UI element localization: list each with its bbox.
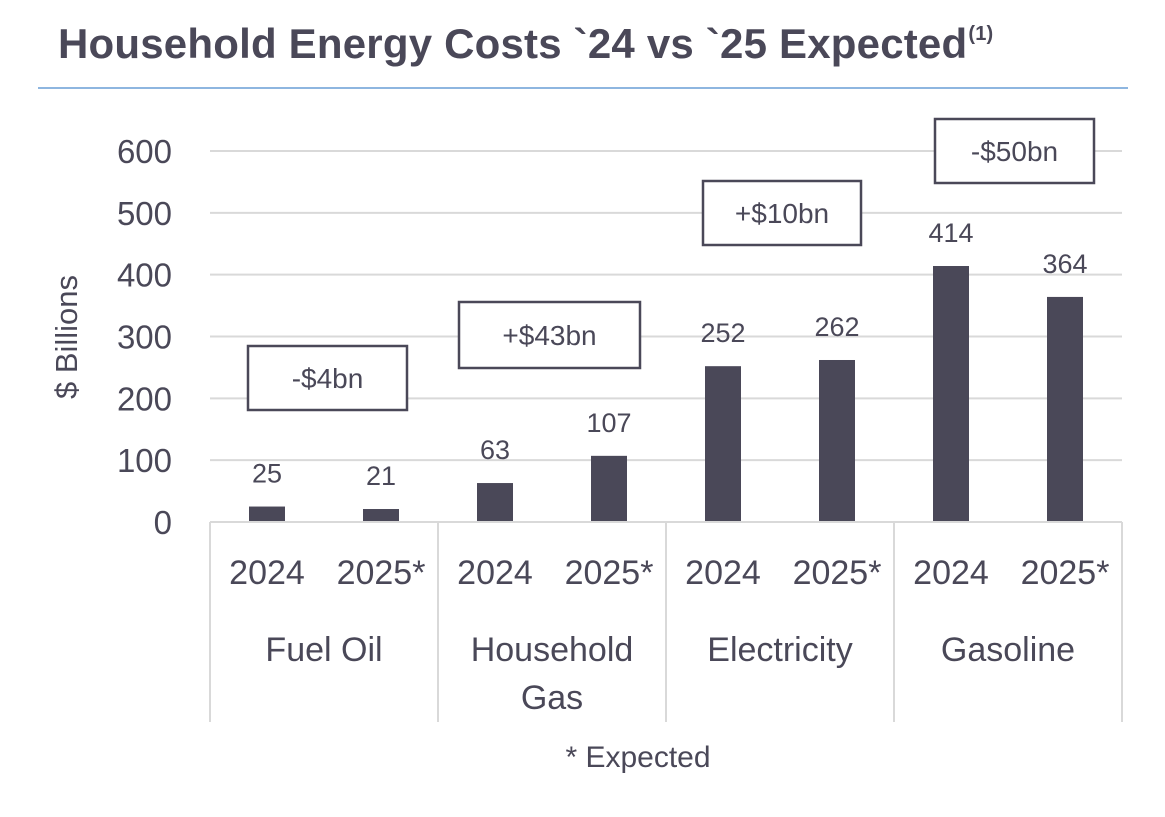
bar-2-1: [819, 359, 855, 522]
chart-title: Household Energy Costs `24 vs `25 Expect…: [58, 20, 993, 68]
y-axis-label: $ Billions: [49, 275, 84, 399]
value-label-3-1: 364: [1042, 249, 1087, 279]
x-tick-label-3-1: 2025*: [1021, 554, 1110, 592]
value-label-2-0: 252: [700, 318, 745, 348]
y-tick-label-600: 600: [117, 133, 172, 170]
delta-annotations: -$4bn +$43bn +$10bn -$50bn: [246, 117, 1096, 412]
y-tick-label-300: 300: [117, 319, 172, 356]
delta-label-2: +$10bn: [735, 198, 829, 229]
bar-3-0: [933, 266, 969, 522]
x-tick-label-3-0: 2024: [913, 554, 989, 592]
bar-1-0: [477, 483, 513, 522]
gridlines: [210, 150, 1122, 462]
bar-1-1: [591, 455, 627, 522]
delta-box-2: [701, 179, 863, 247]
y-tick-label-500: 500: [117, 195, 172, 232]
y-tick-label-400: 400: [117, 257, 172, 294]
value-label-2-1: 262: [814, 312, 859, 342]
title-footnote-marker: (1): [968, 23, 994, 45]
value-label-3-0: 414: [928, 218, 973, 248]
y-tick-label-0: 0: [154, 504, 172, 541]
bar-2-0: [705, 366, 741, 522]
value-label-0-1: 21: [366, 461, 396, 491]
y-tick-label-200: 200: [117, 380, 172, 417]
y-tick-label-100: 100: [117, 442, 172, 479]
group-label-0-0: Fuel Oil: [265, 631, 382, 669]
x-tick-label-1-1: 2025*: [565, 554, 654, 592]
chart-title-text: Household Energy Costs `24 vs `25 Expect…: [58, 20, 968, 67]
group-label-3-0: Gasoline: [941, 631, 1075, 669]
delta-label-3: -$50bn: [971, 136, 1058, 167]
x-tick-label-0-0: 2024: [229, 554, 305, 592]
value-label-1-0: 63: [480, 435, 510, 465]
bar-0-0: [249, 506, 285, 522]
x-tick-label-2-1: 2025*: [793, 554, 882, 592]
x-tick-label-1-0: 2024: [457, 554, 533, 592]
bar-3-1: [1047, 296, 1083, 522]
delta-box-3: [933, 117, 1096, 185]
group-label-1-0: Household: [471, 631, 634, 669]
delta-box-1: [457, 300, 642, 370]
bars: 25 21 63 107 252 262 414 364: [249, 218, 1088, 522]
x-tick-label-0-1: 2025*: [337, 554, 426, 592]
group-label-1-1: Gas: [521, 679, 583, 717]
x-axis: 2024 2025* Fuel Oil 2024 2025* Household Gas 20…: [209, 521, 1123, 722]
group-label-2-0: Electricity: [707, 631, 852, 669]
y-axis-ticks: 0 100 200 300 400 500 600: [117, 133, 172, 541]
bar-0-1: [363, 509, 399, 522]
title-rule: [38, 87, 1128, 89]
delta-label-0: -$4bn: [292, 363, 364, 394]
value-label-1-1: 107: [586, 408, 631, 438]
footnote: * Expected: [565, 741, 710, 774]
delta-label-1: +$43bn: [502, 320, 596, 351]
value-label-0-0: 25: [252, 459, 282, 489]
x-tick-label-2-0: 2024: [685, 554, 761, 592]
delta-box-0: [246, 344, 409, 412]
